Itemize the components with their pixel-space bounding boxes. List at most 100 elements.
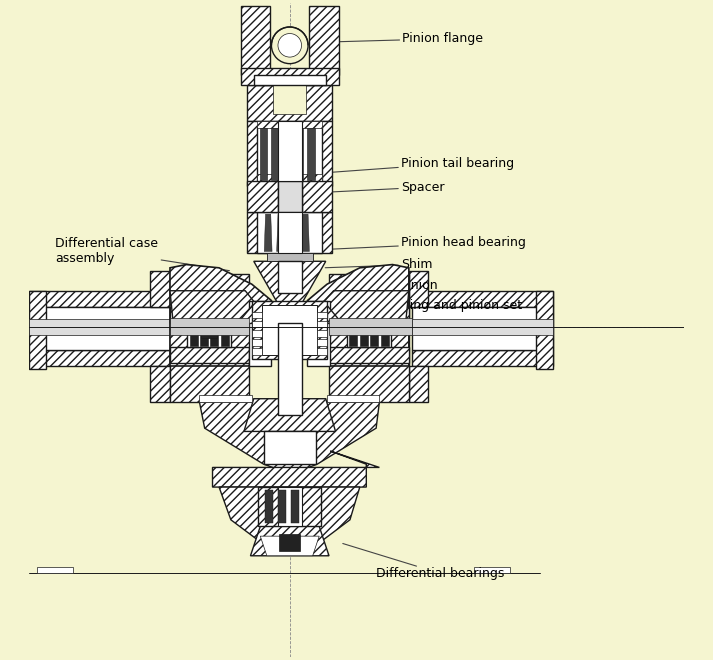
Polygon shape — [347, 323, 391, 347]
Polygon shape — [329, 275, 409, 307]
Polygon shape — [170, 291, 272, 323]
Polygon shape — [252, 300, 327, 360]
Polygon shape — [150, 271, 170, 307]
Text: Differential bearings: Differential bearings — [343, 543, 505, 580]
Polygon shape — [295, 129, 303, 180]
Polygon shape — [536, 291, 553, 369]
Polygon shape — [289, 214, 297, 251]
Text: Pinion head bearing: Pinion head bearing — [327, 236, 526, 249]
Polygon shape — [237, 304, 342, 323]
Text: Shim: Shim — [325, 258, 433, 271]
Polygon shape — [412, 350, 553, 366]
Polygon shape — [241, 6, 270, 75]
Polygon shape — [278, 487, 302, 526]
Polygon shape — [329, 307, 409, 323]
Polygon shape — [277, 214, 284, 251]
Polygon shape — [170, 347, 249, 363]
Polygon shape — [247, 121, 332, 186]
Polygon shape — [260, 129, 267, 180]
Polygon shape — [381, 324, 389, 346]
Polygon shape — [278, 323, 302, 415]
Polygon shape — [474, 567, 511, 574]
Polygon shape — [190, 324, 198, 346]
Text: Pinion tail bearing: Pinion tail bearing — [325, 156, 514, 173]
Polygon shape — [317, 348, 327, 355]
Polygon shape — [317, 321, 327, 327]
Polygon shape — [302, 181, 332, 213]
Polygon shape — [304, 291, 409, 323]
Polygon shape — [252, 339, 262, 346]
Polygon shape — [29, 319, 170, 335]
Polygon shape — [278, 261, 302, 293]
Polygon shape — [257, 213, 322, 253]
Polygon shape — [254, 261, 326, 304]
Polygon shape — [200, 395, 252, 402]
Text: Pinion: Pinion — [328, 279, 438, 292]
Polygon shape — [267, 253, 313, 261]
Polygon shape — [200, 324, 208, 346]
Text: Differential case
assembly: Differential case assembly — [56, 238, 230, 271]
Polygon shape — [307, 300, 330, 366]
Polygon shape — [201, 322, 217, 338]
Polygon shape — [273, 84, 306, 114]
Polygon shape — [302, 214, 309, 251]
Polygon shape — [307, 265, 409, 366]
Polygon shape — [279, 533, 300, 550]
Polygon shape — [29, 307, 170, 350]
Polygon shape — [252, 348, 262, 355]
Polygon shape — [258, 487, 321, 526]
Polygon shape — [29, 350, 170, 366]
Polygon shape — [150, 366, 170, 402]
Polygon shape — [278, 181, 302, 213]
Polygon shape — [257, 174, 322, 181]
Polygon shape — [254, 75, 326, 84]
Polygon shape — [309, 6, 339, 75]
Polygon shape — [264, 432, 316, 464]
Polygon shape — [170, 318, 249, 335]
Ellipse shape — [272, 27, 308, 63]
Polygon shape — [262, 305, 317, 355]
Polygon shape — [252, 321, 262, 327]
Polygon shape — [221, 324, 229, 346]
Polygon shape — [170, 275, 249, 307]
Polygon shape — [219, 487, 360, 552]
Polygon shape — [317, 330, 327, 337]
Text: Spacer: Spacer — [322, 181, 444, 194]
Polygon shape — [409, 271, 429, 307]
Polygon shape — [257, 121, 322, 129]
Polygon shape — [370, 324, 378, 346]
Polygon shape — [249, 300, 272, 366]
Polygon shape — [252, 312, 262, 318]
Polygon shape — [170, 364, 249, 402]
Polygon shape — [329, 347, 409, 363]
Polygon shape — [29, 291, 46, 369]
Polygon shape — [329, 364, 409, 402]
Polygon shape — [252, 330, 262, 337]
Polygon shape — [272, 129, 279, 180]
Polygon shape — [329, 318, 412, 335]
Polygon shape — [265, 214, 272, 251]
Polygon shape — [329, 307, 409, 364]
Polygon shape — [412, 291, 553, 307]
Polygon shape — [247, 84, 332, 121]
Polygon shape — [250, 526, 329, 556]
Polygon shape — [170, 307, 249, 323]
Polygon shape — [278, 121, 302, 181]
Polygon shape — [260, 536, 319, 556]
Polygon shape — [291, 490, 299, 523]
Polygon shape — [317, 312, 327, 318]
Polygon shape — [278, 490, 286, 523]
Text: Pinion flange: Pinion flange — [330, 32, 483, 46]
Polygon shape — [170, 265, 272, 366]
Text: Ring and pinion set: Ring and pinion set — [331, 299, 522, 312]
Polygon shape — [247, 181, 278, 213]
Polygon shape — [241, 68, 339, 84]
Polygon shape — [200, 402, 379, 474]
Polygon shape — [247, 213, 332, 253]
Polygon shape — [244, 399, 336, 432]
Polygon shape — [283, 129, 291, 180]
Polygon shape — [278, 213, 302, 253]
Polygon shape — [409, 366, 429, 402]
Polygon shape — [212, 451, 379, 487]
Polygon shape — [210, 324, 218, 346]
